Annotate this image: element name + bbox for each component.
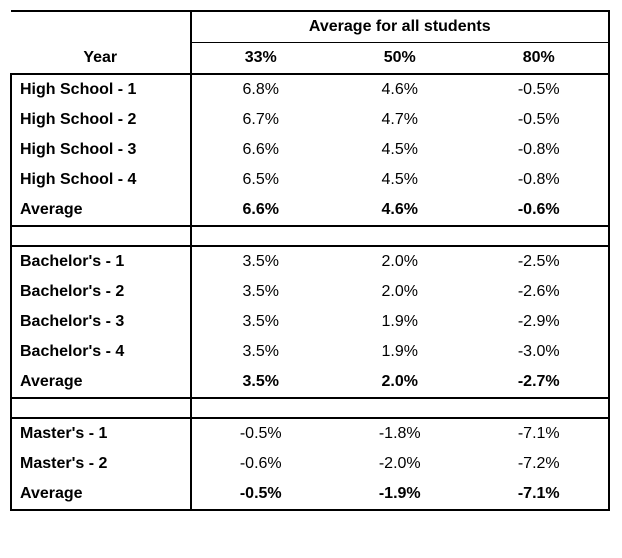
cell: -0.5% [191,418,331,449]
cell: -2.0% [330,449,469,479]
data-table: Average for all students Year 33% 50% 80… [10,10,610,511]
cell: 6.5% [191,165,331,195]
table-row: Bachelor's - 2 3.5% 2.0% -2.6% [11,277,609,307]
cell: -7.1% [469,479,609,510]
cell: -1.8% [330,418,469,449]
cell: 3.5% [191,307,331,337]
row-label: High School - 2 [11,105,191,135]
table-row: High School - 4 6.5% 4.5% -0.8% [11,165,609,195]
cell: -7.1% [469,418,609,449]
table-row: Bachelor's - 1 3.5% 2.0% -2.5% [11,246,609,277]
cell: 4.5% [330,165,469,195]
cell: -2.9% [469,307,609,337]
table-row: Bachelor's - 4 3.5% 1.9% -3.0% [11,337,609,367]
cell: 4.6% [330,195,469,226]
cell: 6.8% [191,74,331,105]
cell: 3.5% [191,337,331,367]
row-label: Bachelor's - 2 [11,277,191,307]
table-row: High School - 1 6.8% 4.6% -0.5% [11,74,609,105]
cell: -0.5% [191,479,331,510]
cell: -2.6% [469,277,609,307]
cell: 6.6% [191,135,331,165]
cell: -2.5% [469,246,609,277]
row-label: High School - 4 [11,165,191,195]
table-row: High School - 2 6.7% 4.7% -0.5% [11,105,609,135]
average-row: Average 6.6% 4.6% -0.6% [11,195,609,226]
cell: 3.5% [191,367,331,398]
cell: -0.5% [469,105,609,135]
cell: 3.5% [191,246,331,277]
year-header: Year [11,43,191,75]
header-row-1: Average for all students [11,11,609,43]
average-row: Average 3.5% 2.0% -2.7% [11,367,609,398]
row-label: High School - 3 [11,135,191,165]
cell: 4.6% [330,74,469,105]
cell: -7.2% [469,449,609,479]
table-row: Master's - 1 -0.5% -1.8% -7.1% [11,418,609,449]
cell: -0.6% [191,449,331,479]
row-label: Bachelor's - 4 [11,337,191,367]
cell: -0.8% [469,135,609,165]
col-header: 80% [469,43,609,75]
col-header: 50% [330,43,469,75]
cell: -0.6% [469,195,609,226]
header-row-2: Year 33% 50% 80% [11,43,609,75]
cell: -0.8% [469,165,609,195]
cell: -1.9% [330,479,469,510]
row-label: Average [11,367,191,398]
cell: 2.0% [330,367,469,398]
cell: 6.6% [191,195,331,226]
row-label: Bachelor's - 3 [11,307,191,337]
table-row: Bachelor's - 3 3.5% 1.9% -2.9% [11,307,609,337]
cell: 6.7% [191,105,331,135]
row-label: Master's - 1 [11,418,191,449]
cell: 4.7% [330,105,469,135]
average-row: Average -0.5% -1.9% -7.1% [11,479,609,510]
group-header: Average for all students [191,11,610,43]
cell: 4.5% [330,135,469,165]
row-label: Average [11,479,191,510]
cell: -3.0% [469,337,609,367]
cell: 2.0% [330,277,469,307]
spacer-row [11,398,609,418]
cell: 1.9% [330,307,469,337]
table-row: Master's - 2 -0.6% -2.0% -7.2% [11,449,609,479]
cell: -0.5% [469,74,609,105]
table-row: High School - 3 6.6% 4.5% -0.8% [11,135,609,165]
row-label: Average [11,195,191,226]
row-label: High School - 1 [11,74,191,105]
row-label: Master's - 2 [11,449,191,479]
blank-cell [11,11,191,43]
col-header: 33% [191,43,331,75]
cell: 1.9% [330,337,469,367]
cell: 3.5% [191,277,331,307]
cell: 2.0% [330,246,469,277]
row-label: Bachelor's - 1 [11,246,191,277]
spacer-row [11,226,609,246]
cell: -2.7% [469,367,609,398]
